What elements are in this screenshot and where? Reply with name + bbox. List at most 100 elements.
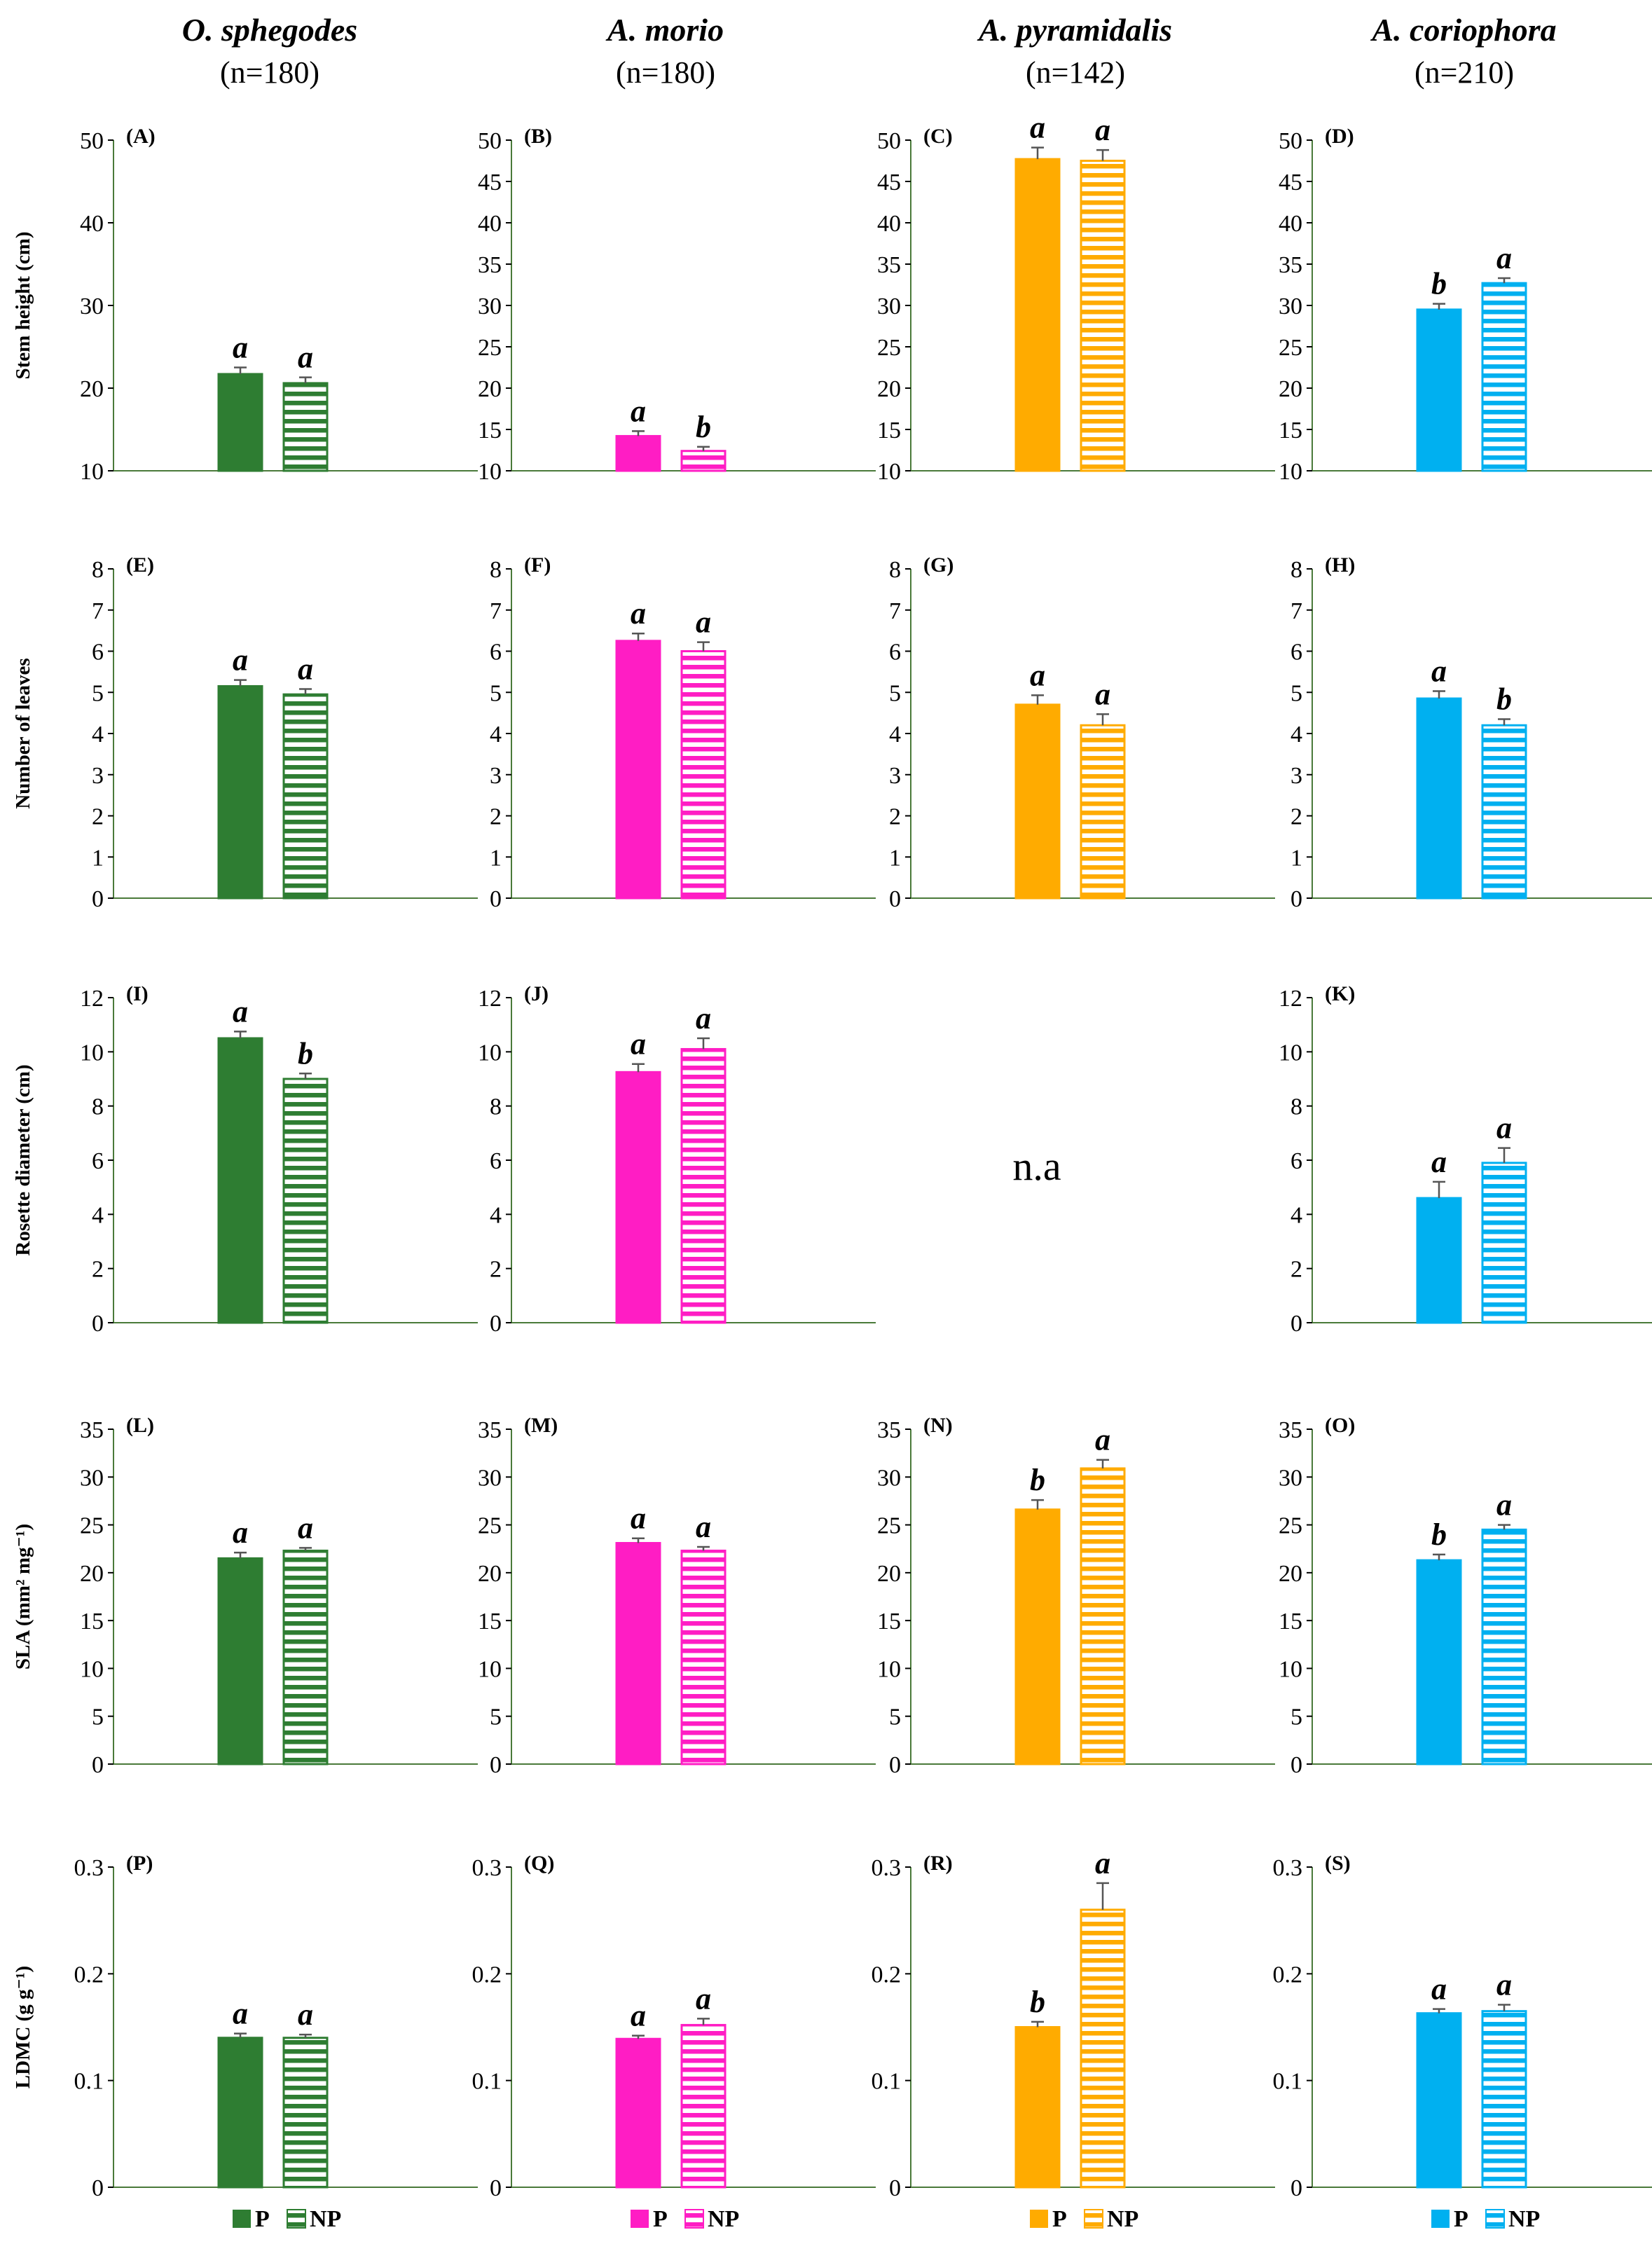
bar-NP: [282, 693, 329, 900]
y-axis-label-row-1: Number of leaves: [12, 658, 34, 808]
y-tick-label: 0.1: [74, 2069, 104, 2095]
y-tick-label: 15: [1279, 418, 1302, 443]
panel-letter: (A): [126, 125, 156, 148]
bar-NP: [282, 1078, 329, 1324]
y-tick-label: 7: [889, 598, 901, 624]
y-tick-label: 7: [1290, 598, 1302, 624]
bar-P: [1014, 2026, 1061, 2189]
panel-letter: (L): [126, 1414, 154, 1437]
significance-letter: a: [1496, 1111, 1512, 1145]
legend-label-P: P: [1454, 2206, 1468, 2232]
y-tick-label: 12: [1279, 986, 1302, 1012]
species-n-3: (n=210): [1414, 55, 1514, 90]
y-tick-label: 0: [1290, 1752, 1302, 1778]
species-name-3: A. coriophora: [1370, 12, 1556, 48]
y-tick-label: 2: [1290, 804, 1302, 830]
y-tick-label: 35: [80, 1417, 104, 1443]
panel-letter: (H): [1325, 553, 1355, 577]
significance-letter: a: [298, 340, 313, 375]
panel-letter: (O): [1325, 1414, 1355, 1437]
significance-letter: b: [696, 410, 711, 444]
significance-letter: a: [233, 994, 248, 1028]
y-tick-label: 0.3: [872, 1855, 902, 1881]
y-tick-label: 0: [490, 1752, 502, 1778]
bar-P: [1416, 2012, 1462, 2189]
legend-swatch-NP: [1485, 2209, 1505, 2229]
y-tick-label: 15: [877, 1609, 901, 1634]
y-tick-label: 0.1: [472, 2069, 502, 2095]
significance-letter: a: [631, 1999, 646, 2033]
bar-NP: [1080, 724, 1126, 900]
y-tick-label: 3: [889, 763, 901, 789]
panel-8: 0 2 4 6 8 10 12 (I) a b: [80, 982, 478, 1337]
panel-letter: (P): [126, 1852, 153, 1875]
panel-0: 10 20 30 40 50 (A) a a: [80, 125, 478, 485]
bar-NP: [680, 650, 727, 900]
bar-P: [1014, 703, 1061, 900]
significance-letter: a: [233, 1997, 248, 2031]
y-tick-label: 4: [1290, 1202, 1302, 1228]
species-name-1: A. morio: [605, 12, 724, 48]
y-tick-label: 50: [478, 128, 502, 154]
y-tick-label: 20: [80, 376, 104, 402]
panel-14: 0 5 10 15 20 25 30 35 (N) b a: [877, 1414, 1275, 1778]
species-headers: O. sphegodes (n=180) A. morio (n=180) A. pyr…: [182, 12, 1557, 90]
y-tick-label: 30: [877, 294, 901, 319]
significance-letter: a: [233, 1515, 248, 1550]
y-tick-label: 20: [80, 1561, 104, 1587]
legend-swatch-NP: [287, 2209, 306, 2229]
panel-letter: (R): [923, 1852, 953, 1875]
y-tick-label: 20: [877, 1561, 901, 1587]
y-tick-label: 25: [877, 335, 901, 361]
y-tick-label: 10: [877, 459, 901, 485]
y-tick-label: 25: [1279, 335, 1302, 361]
y-tick-label: 4: [889, 722, 901, 748]
bar-P: [615, 1542, 661, 1765]
y-tick-label: 40: [877, 211, 901, 237]
y-tick-label: 2: [1290, 1257, 1302, 1283]
y-tick-label: 8: [92, 1094, 104, 1120]
y-tick-label: 25: [1279, 1513, 1302, 1539]
panel-2: 10 15 20 25 30 35 40 45 50 (C) a a: [877, 111, 1275, 485]
y-tick-label: 2: [490, 804, 502, 830]
y-tick-label: 4: [490, 722, 502, 748]
bar-NP: [282, 2037, 329, 2189]
y-tick-label: 0: [92, 1311, 104, 1337]
y-tick-label: 0.3: [74, 1855, 104, 1881]
y-tick-label: 35: [1279, 252, 1302, 278]
y-tick-label: 10: [877, 1656, 901, 1682]
y-tick-label: 10: [1279, 1656, 1302, 1682]
significance-letter: a: [1496, 1488, 1512, 1522]
y-tick-label: 3: [490, 763, 502, 789]
significance-letter: a: [298, 1510, 313, 1545]
legend-swatch-P: [631, 2210, 649, 2228]
legend-label-P: P: [653, 2206, 668, 2232]
y-tick-label: 45: [1279, 170, 1302, 195]
bar-NP: [1080, 1467, 1126, 1765]
legend-1: P NP: [631, 2206, 739, 2232]
bar-P: [217, 1037, 263, 1324]
significance-letter: a: [696, 1510, 711, 1544]
y-tick-label: 12: [80, 986, 104, 1012]
panel-18: 0 0.1 0.2 0.3 (R) b a: [872, 1846, 1275, 2201]
species-name-2: A. pyramidalis: [977, 12, 1172, 48]
y-tick-label: 2: [92, 804, 104, 830]
significance-letter: a: [298, 1997, 313, 2032]
y-tick-label: 15: [877, 418, 901, 443]
bar-NP: [1481, 282, 1527, 472]
significance-letter: a: [1095, 1423, 1110, 1457]
significance-letter: a: [1095, 677, 1110, 711]
legend-swatch-P: [1431, 2210, 1450, 2228]
panel-1: 10 15 20 25 30 35 40 45 50 (B) a b: [478, 125, 876, 485]
y-tick-label: 5: [1290, 1705, 1302, 1730]
significance-letter: a: [233, 643, 248, 677]
y-tick-label: 35: [478, 1417, 502, 1443]
not-available-label: n.a: [1012, 1143, 1061, 1189]
legend-swatch-P: [233, 2210, 251, 2228]
y-tick-label: 5: [490, 680, 502, 706]
panel-letter: (C): [923, 125, 953, 148]
bar-NP: [1481, 1162, 1527, 1324]
y-axis-label-row-3: SLA (mm² mg⁻¹): [12, 1524, 34, 1670]
species-n-0: (n=180): [220, 55, 319, 90]
